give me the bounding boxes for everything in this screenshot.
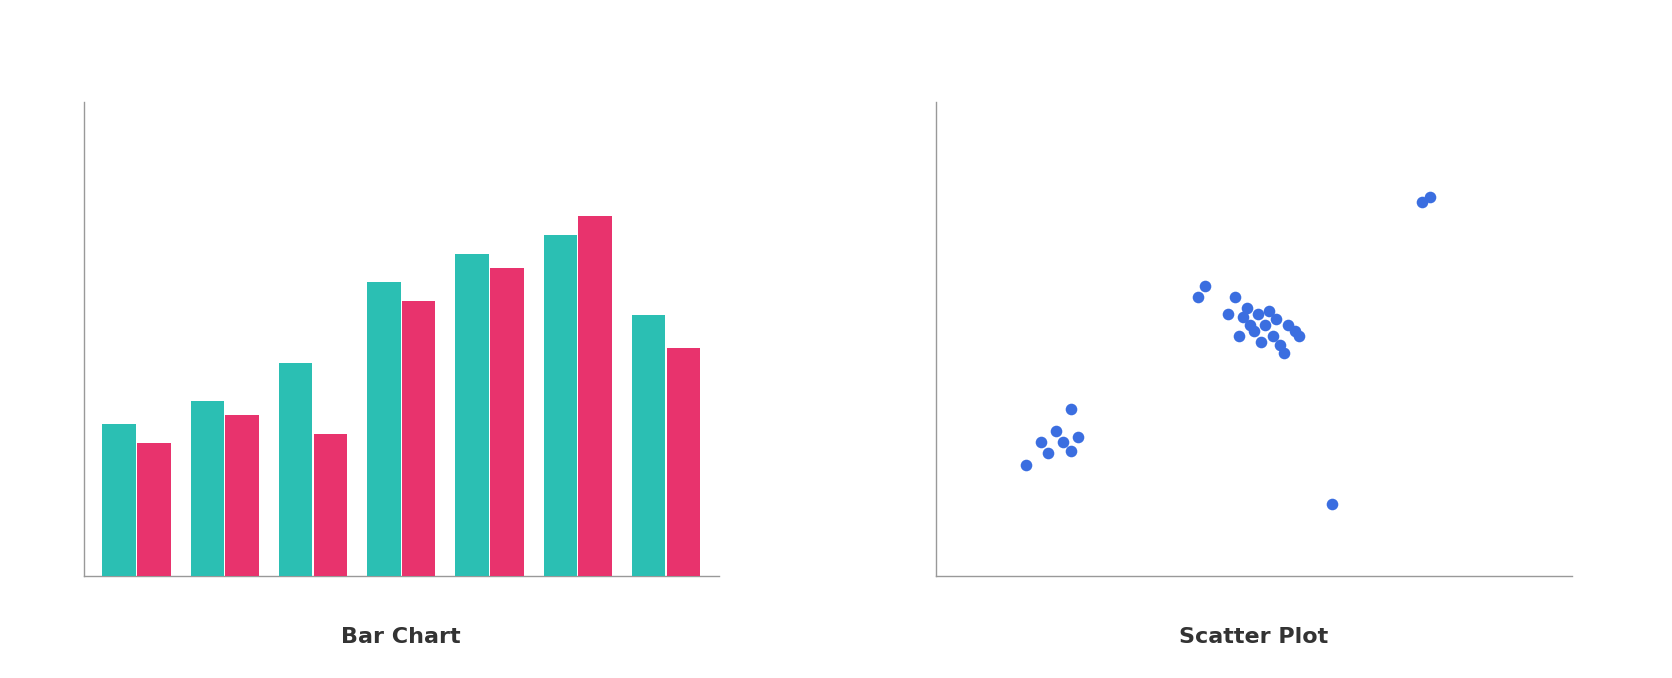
Bar <box>314 434 348 576</box>
Point <box>1192 281 1219 292</box>
Bar <box>102 424 135 576</box>
Text: Bar Chart: Bar Chart <box>341 627 461 647</box>
Bar <box>490 268 523 576</box>
Point <box>1065 431 1092 442</box>
Bar <box>226 415 259 576</box>
Point <box>1035 448 1062 459</box>
Text: Scatter Plot: Scatter Plot <box>1179 627 1329 647</box>
Bar <box>401 301 435 576</box>
Point <box>1271 348 1297 359</box>
Point <box>1237 319 1264 330</box>
Point <box>1319 498 1346 509</box>
Point <box>1214 308 1241 319</box>
Point <box>1409 197 1436 207</box>
Point <box>1028 437 1055 447</box>
Point <box>1416 191 1443 202</box>
Point <box>1229 311 1256 322</box>
Point <box>1247 336 1274 347</box>
Bar <box>667 348 701 576</box>
Point <box>1234 303 1261 314</box>
Point <box>1282 325 1309 336</box>
Point <box>1222 292 1249 302</box>
Point <box>1244 308 1271 319</box>
Point <box>1226 331 1252 342</box>
Bar <box>543 235 577 576</box>
Point <box>1256 306 1282 317</box>
Point <box>1043 426 1070 437</box>
Bar <box>279 363 313 576</box>
Point <box>1013 459 1040 470</box>
Point <box>1262 314 1289 325</box>
Point <box>1274 319 1301 330</box>
Bar <box>632 315 665 576</box>
Point <box>1286 331 1313 342</box>
Point <box>1267 339 1294 350</box>
Point <box>1241 325 1267 336</box>
Bar <box>191 401 224 576</box>
Point <box>1057 445 1083 456</box>
Bar <box>137 443 171 576</box>
Point <box>1184 292 1211 302</box>
Bar <box>579 216 612 576</box>
Point <box>1259 331 1286 342</box>
Bar <box>455 254 488 576</box>
Point <box>1050 437 1077 447</box>
Bar <box>368 282 401 576</box>
Point <box>1057 403 1083 414</box>
Point <box>1252 319 1279 330</box>
